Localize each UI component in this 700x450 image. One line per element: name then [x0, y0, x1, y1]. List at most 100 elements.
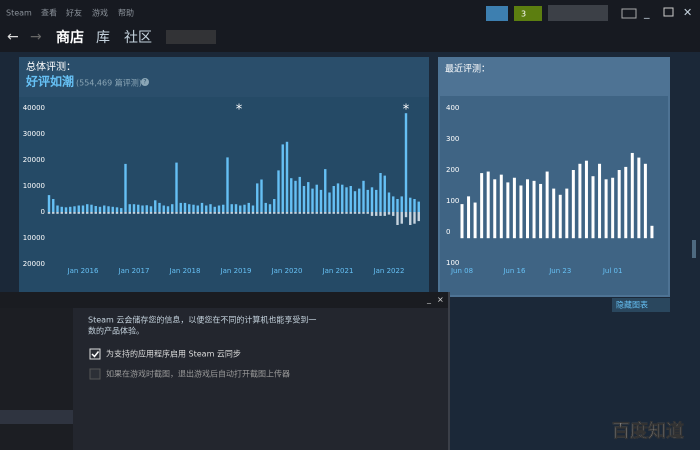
bar	[319, 189, 323, 212]
bar	[230, 212, 233, 214]
bar	[392, 196, 395, 212]
bar	[584, 232, 588, 239]
menu-item[interactable]: 好友	[66, 8, 82, 18]
bar	[256, 212, 259, 214]
bar	[281, 212, 284, 214]
bar	[539, 232, 543, 239]
bar	[277, 212, 280, 214]
bar	[124, 163, 127, 212]
bar	[158, 212, 161, 214]
bar	[196, 205, 199, 212]
x-tick-label: Jan 2019	[220, 267, 252, 275]
bar	[137, 204, 140, 212]
bar	[264, 202, 267, 212]
bar	[183, 202, 187, 212]
mail-icon[interactable]	[621, 8, 637, 19]
bar	[409, 212, 412, 225]
menu-item[interactable]: 帮助	[118, 8, 134, 18]
bar	[409, 197, 412, 212]
hide-chart-button[interactable]	[612, 298, 670, 312]
bar	[260, 212, 263, 214]
bar	[243, 204, 246, 212]
sidebar-item[interactable]	[0, 410, 73, 424]
dialog-minimize[interactable]: _	[426, 295, 432, 304]
bar	[290, 212, 293, 214]
nav-store[interactable]: 商店	[56, 29, 84, 46]
bar	[506, 232, 510, 239]
bar	[162, 205, 165, 212]
minimize[interactable]: _	[643, 6, 650, 19]
broadcast-button[interactable]	[486, 6, 508, 21]
bar	[319, 212, 323, 214]
bar	[77, 212, 80, 214]
bar	[379, 212, 382, 216]
bar	[239, 205, 242, 212]
forward-button[interactable]: →	[30, 29, 42, 45]
bar	[467, 196, 471, 232]
scrollbar[interactable]	[692, 240, 696, 258]
checkbox[interactable]	[89, 348, 101, 360]
x-tick-label: Jun 16	[502, 267, 526, 275]
bar	[637, 232, 641, 239]
y-tick-label: 40000	[23, 104, 45, 112]
bar	[132, 204, 136, 212]
bar	[256, 183, 259, 212]
bar	[486, 232, 490, 239]
bar	[611, 177, 615, 232]
help-icon[interactable]	[141, 78, 149, 86]
back-button[interactable]: ←	[7, 29, 19, 45]
bar	[387, 192, 391, 212]
bar	[336, 183, 340, 212]
menu: Steam 查看 好友 游戏 帮助	[6, 8, 134, 18]
bar	[526, 232, 529, 239]
bar	[558, 232, 562, 239]
bar	[499, 174, 503, 232]
dialog-border	[448, 292, 450, 450]
bar	[94, 206, 97, 212]
bar	[643, 163, 647, 232]
bar	[362, 212, 365, 214]
overall-count: (554,469 篇评测)	[76, 78, 142, 88]
bar	[175, 162, 178, 212]
bar	[584, 160, 588, 232]
bar	[383, 212, 386, 216]
bar	[358, 188, 361, 212]
bar	[404, 212, 408, 218]
dialog	[0, 292, 450, 450]
maximize[interactable]	[663, 7, 674, 17]
bar	[332, 186, 335, 212]
bar	[417, 201, 420, 212]
bar	[532, 180, 536, 232]
bar	[64, 212, 68, 214]
bar	[69, 212, 72, 214]
menu-item[interactable]: Steam	[6, 9, 32, 18]
close[interactable]: ✕	[683, 6, 692, 19]
nav-community[interactable]: 社区	[124, 30, 152, 46]
bar	[222, 212, 225, 214]
annotation: *	[403, 103, 410, 118]
checkbox[interactable]	[89, 368, 101, 380]
check-mark	[91, 351, 100, 358]
notification-button[interactable]	[514, 6, 542, 21]
y-tick-label: 400	[446, 104, 459, 112]
bar	[486, 171, 490, 232]
menu-item[interactable]: 游戏	[92, 8, 108, 18]
dialog-close[interactable]: ✕	[437, 296, 444, 305]
bar	[243, 212, 246, 214]
bar	[213, 212, 216, 214]
bar	[578, 232, 582, 239]
bar	[247, 212, 250, 214]
y-tick-label: 100	[446, 197, 459, 205]
bar	[604, 179, 608, 232]
bar	[86, 212, 89, 214]
bar	[47, 195, 51, 212]
annotation: *	[236, 103, 243, 118]
bar	[341, 184, 344, 212]
help-text: ?	[143, 79, 146, 86]
menu-item[interactable]: 查看	[41, 8, 57, 18]
bar	[558, 194, 562, 232]
y-tick-label: 20000	[23, 156, 45, 164]
bar	[370, 212, 374, 216]
nav-library[interactable]: 库	[96, 30, 110, 46]
bar	[552, 232, 556, 239]
